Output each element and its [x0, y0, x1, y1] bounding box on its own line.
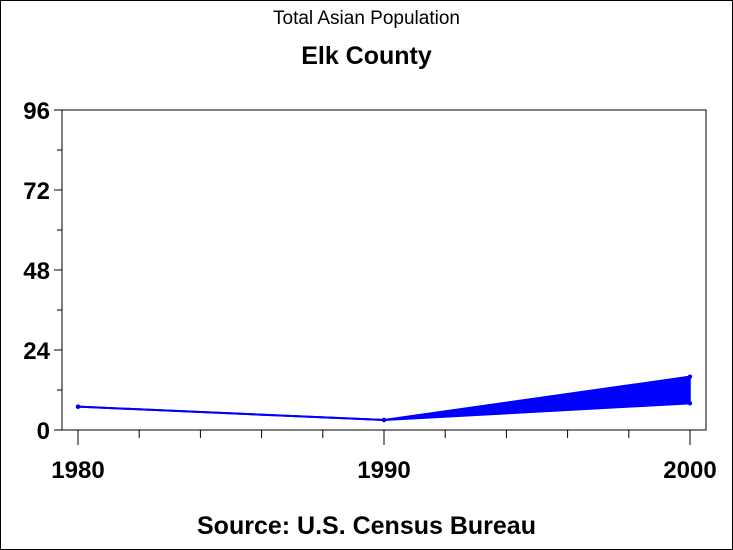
- data-point: [687, 374, 693, 379]
- y-tick-label: 24: [23, 338, 50, 365]
- chart-title: Total Asian Population: [273, 8, 460, 29]
- chart-subtitle: Elk County: [301, 42, 432, 70]
- y-tick-label: 48: [23, 258, 50, 285]
- y-tick-label: 72: [23, 178, 50, 205]
- y-tick-label: 96: [23, 98, 50, 125]
- data-point: [687, 401, 693, 406]
- x-tick-label: 1990: [357, 457, 410, 484]
- series-band: [77, 375, 691, 421]
- chart-footnote: Source: U.S. Census Bureau: [197, 512, 536, 540]
- data-point: [75, 404, 81, 409]
- data-point: [381, 417, 387, 423]
- x-tick-label: 2000: [663, 457, 716, 484]
- x-tick-label: 1980: [51, 457, 104, 484]
- y-tick-label: 0: [37, 418, 50, 445]
- plot-border: [61, 109, 707, 431]
